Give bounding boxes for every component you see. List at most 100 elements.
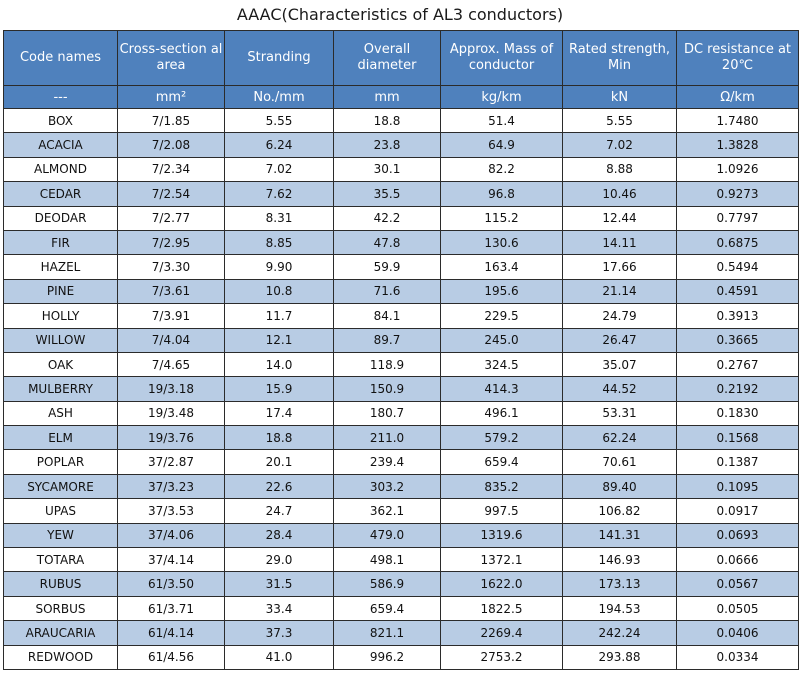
header-overall-diameter: Overall diameter (333, 30, 441, 86)
cell-rated-strength: 8.88 (562, 156, 677, 183)
cell-approx-mass: 96.8 (440, 181, 563, 207)
cell-approx-mass: 2753.2 (440, 644, 563, 670)
table-row: TOTARA 37/4.14 29.0 498.1 1372.1 146.93 0.0666 (3, 547, 799, 573)
table-row: SYCAMORE 37/3.23 22.6 303.2 835.2 89.40 0.1095 (3, 473, 799, 500)
cell-code-name: CEDAR (3, 181, 118, 207)
unit-rated-strength: kN (562, 85, 677, 109)
cell-rated-strength: 7.02 (562, 132, 677, 158)
cell-rated-strength: 24.79 (562, 303, 677, 329)
cell-code-name: REDWOOD (3, 644, 118, 670)
cell-cross-section: 37/4.06 (117, 522, 225, 549)
cell-stranding: 11.7 (224, 303, 334, 329)
cell-code-name: HAZEL (3, 254, 118, 280)
cell-cross-section: 7/1.85 (117, 107, 225, 134)
cell-code-name: MULBERRY (3, 376, 118, 402)
cell-code-name: YEW (3, 522, 118, 549)
cell-stranding: 33.4 (224, 595, 334, 622)
table-row: FIR 7/2.95 8.85 47.8 130.6 14.11 0.6875 (3, 229, 799, 256)
cell-dc-resistance: 0.0334 (676, 644, 799, 670)
cell-overall-diameter: 821.1 (333, 620, 441, 646)
cell-rated-strength: 44.52 (562, 376, 677, 402)
cell-overall-diameter: 23.8 (333, 132, 441, 158)
cell-overall-diameter: 47.8 (333, 229, 441, 256)
cell-code-name: ACACIA (3, 132, 118, 158)
cell-cross-section: 7/3.91 (117, 303, 225, 329)
cell-code-name: ALMOND (3, 156, 118, 183)
cell-stranding: 6.24 (224, 132, 334, 158)
cell-overall-diameter: 303.2 (333, 473, 441, 500)
cell-code-name: SORBUS (3, 595, 118, 622)
table-title: AAAC(Characteristics of AL3 conductors) (236, 5, 564, 24)
cell-overall-diameter: 586.9 (333, 571, 441, 597)
cell-stranding: 17.4 (224, 400, 334, 427)
cell-approx-mass: 130.6 (440, 229, 563, 256)
table-row: UPAS 37/3.53 24.7 362.1 997.5 106.82 0.0917 (3, 498, 799, 524)
cell-approx-mass: 1372.1 (440, 547, 563, 573)
cell-approx-mass: 51.4 (440, 107, 563, 134)
cell-stranding: 7.62 (224, 181, 334, 207)
cell-code-name: DEODAR (3, 205, 118, 231)
table-row: ASH 19/3.48 17.4 180.7 496.1 53.31 0.1830 (3, 400, 799, 427)
cell-code-name: WILLOW (3, 327, 118, 353)
unit-approx-mass: kg/km (440, 85, 563, 109)
unit-code-names: --- (3, 85, 118, 109)
cell-stranding: 8.85 (224, 229, 334, 256)
cell-cross-section: 7/3.61 (117, 278, 225, 305)
cell-cross-section: 19/3.18 (117, 376, 225, 402)
cell-dc-resistance: 0.0666 (676, 547, 799, 573)
table-row: RUBUS 61/3.50 31.5 586.9 1622.0 173.13 0.0567 (3, 571, 799, 597)
cell-stranding: 15.9 (224, 376, 334, 402)
cell-stranding: 29.0 (224, 547, 334, 573)
cell-dc-resistance: 0.0917 (676, 498, 799, 524)
cell-code-name: BOX (3, 107, 118, 134)
cell-dc-resistance: 1.0926 (676, 156, 799, 183)
table-row: YEW 37/4.06 28.4 479.0 1319.6 141.31 0.0693 (3, 522, 799, 549)
cell-rated-strength: 10.46 (562, 181, 677, 207)
header-row: Code names Cross-section al area Strandi… (3, 30, 799, 86)
cell-approx-mass: 2269.4 (440, 620, 563, 646)
cell-stranding: 9.90 (224, 254, 334, 280)
cell-overall-diameter: 239.4 (333, 449, 441, 475)
cell-stranding: 22.6 (224, 473, 334, 500)
cell-approx-mass: 997.5 (440, 498, 563, 524)
table-row: ALMOND 7/2.34 7.02 30.1 82.2 8.88 1.0926 (3, 156, 799, 183)
cell-cross-section: 61/3.71 (117, 595, 225, 622)
cell-rated-strength: 293.88 (562, 644, 677, 670)
cell-cross-section: 7/4.65 (117, 351, 225, 378)
table-row: HAZEL 7/3.30 9.90 59.9 163.4 17.66 0.5494 (3, 254, 799, 280)
header-stranding: Stranding (224, 30, 334, 86)
cell-stranding: 20.1 (224, 449, 334, 475)
cell-dc-resistance: 0.9273 (676, 181, 799, 207)
cell-code-name: OAK (3, 351, 118, 378)
cell-dc-resistance: 0.2767 (676, 351, 799, 378)
cell-code-name: TOTARA (3, 547, 118, 573)
cell-approx-mass: 195.6 (440, 278, 563, 305)
cell-rated-strength: 62.24 (562, 425, 677, 451)
cell-rated-strength: 5.55 (562, 107, 677, 134)
cell-overall-diameter: 59.9 (333, 254, 441, 280)
cell-approx-mass: 1822.5 (440, 595, 563, 622)
table-row: CEDAR 7/2.54 7.62 35.5 96.8 10.46 0.9273 (3, 181, 799, 207)
cell-code-name: FIR (3, 229, 118, 256)
header-cross-section: Cross-section al area (117, 30, 225, 86)
cell-overall-diameter: 30.1 (333, 156, 441, 183)
cell-rated-strength: 89.40 (562, 473, 677, 500)
cell-stranding: 18.8 (224, 425, 334, 451)
table-row: HOLLY 7/3.91 11.7 84.1 229.5 24.79 0.3913 (3, 303, 799, 329)
cell-overall-diameter: 498.1 (333, 547, 441, 573)
cell-cross-section: 7/2.34 (117, 156, 225, 183)
cell-stranding: 28.4 (224, 522, 334, 549)
table-row: WILLOW 7/4.04 12.1 89.7 245.0 26.47 0.3665 (3, 327, 799, 353)
cell-overall-diameter: 118.9 (333, 351, 441, 378)
cell-cross-section: 7/4.04 (117, 327, 225, 353)
cell-approx-mass: 82.2 (440, 156, 563, 183)
cell-stranding: 41.0 (224, 644, 334, 670)
cell-dc-resistance: 0.1387 (676, 449, 799, 475)
table-row: ACACIA 7/2.08 6.24 23.8 64.9 7.02 1.3828 (3, 132, 799, 158)
cell-dc-resistance: 0.1830 (676, 400, 799, 427)
cell-dc-resistance: 0.3665 (676, 327, 799, 353)
cell-overall-diameter: 362.1 (333, 498, 441, 524)
table-row: BOX 7/1.85 5.55 18.8 51.4 5.55 1.7480 (3, 107, 799, 134)
cell-overall-diameter: 84.1 (333, 303, 441, 329)
cell-approx-mass: 496.1 (440, 400, 563, 427)
